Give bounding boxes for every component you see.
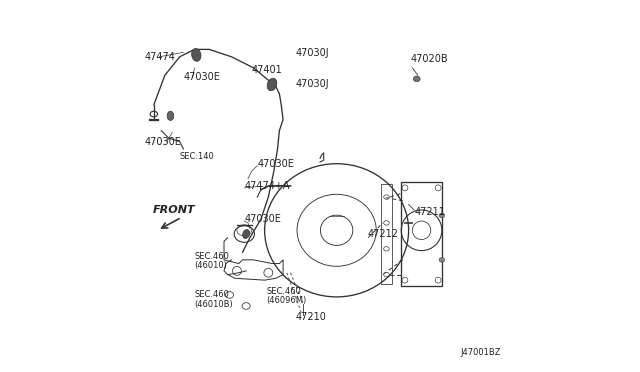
Text: SEC.460: SEC.460 <box>195 291 229 299</box>
Text: (46010): (46010) <box>195 261 227 270</box>
Text: SEC.460: SEC.460 <box>266 287 301 296</box>
Ellipse shape <box>439 258 445 262</box>
Ellipse shape <box>267 78 277 91</box>
Text: 47030E: 47030E <box>257 159 294 169</box>
Text: 47030E: 47030E <box>244 214 281 224</box>
Text: 47030J: 47030J <box>296 48 330 58</box>
Text: 47474+A: 47474+A <box>244 181 290 191</box>
Ellipse shape <box>167 111 174 121</box>
Text: 47474: 47474 <box>145 52 175 62</box>
Text: 47401: 47401 <box>252 65 282 75</box>
Ellipse shape <box>191 48 201 61</box>
Text: SEC.460: SEC.460 <box>195 251 229 261</box>
Text: 47030E: 47030E <box>145 137 182 147</box>
Ellipse shape <box>243 230 250 238</box>
Text: 47030E: 47030E <box>184 72 220 82</box>
Text: SEC.140: SEC.140 <box>180 152 214 161</box>
Text: 47212: 47212 <box>368 229 399 239</box>
Text: 47030J: 47030J <box>296 80 330 89</box>
Ellipse shape <box>439 213 445 218</box>
Text: (46010B): (46010B) <box>195 300 233 309</box>
Text: (46096M): (46096M) <box>266 296 307 305</box>
Text: 47211: 47211 <box>414 207 445 217</box>
Text: 47210: 47210 <box>296 312 327 322</box>
Text: FRONT: FRONT <box>153 205 195 215</box>
Text: 47020B: 47020B <box>410 54 448 64</box>
Text: J47001BZ: J47001BZ <box>460 348 501 357</box>
Ellipse shape <box>413 76 420 82</box>
